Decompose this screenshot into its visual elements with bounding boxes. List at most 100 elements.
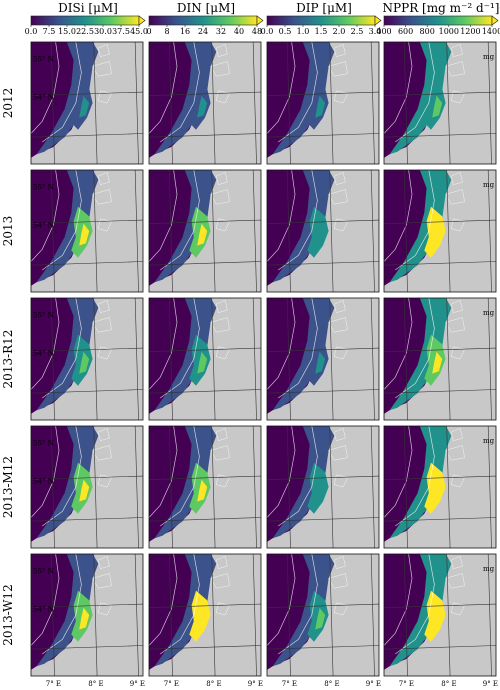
graticule-longitude [487, 42, 492, 164]
island [333, 556, 346, 569]
depth-contour [277, 298, 318, 399]
map-panel: 55° N 54° N [30, 553, 144, 677]
colorbar-tick-label: 600 [398, 27, 413, 36]
graticule-longitude [487, 426, 492, 548]
sea-midshore [154, 170, 217, 283]
graticule-longitude [286, 42, 291, 164]
graticule-latitude [149, 219, 261, 224]
side-unit-label: mg [483, 309, 495, 317]
graticule-latitude [384, 389, 496, 394]
island [97, 172, 110, 185]
colorbar-tick-label: 30.0 [94, 27, 112, 36]
map-panel [266, 425, 380, 549]
colorbar-extend-arrow [138, 15, 146, 26]
side-unit-label: mg [483, 565, 495, 573]
colorbar-disi [30, 15, 140, 26]
graticule-longitude [252, 42, 257, 164]
side-unit-label: mg [483, 53, 495, 61]
map-panel [148, 41, 262, 165]
island [97, 90, 112, 104]
latitude-label: 54° N [33, 93, 54, 101]
sea-plume-core [79, 607, 90, 630]
colorbar-tick-label: 0 [146, 27, 151, 36]
island [92, 61, 112, 77]
graticule-latitude [149, 645, 261, 650]
depth-contour [267, 554, 296, 646]
graticule-latitude [384, 133, 496, 138]
latitude-label: 55° N [33, 184, 54, 192]
depth-contour [31, 426, 60, 518]
graticule-longitude [211, 170, 216, 292]
sea-midshore [36, 426, 99, 539]
map-panel: 55° N 54° N [30, 41, 144, 165]
island [333, 90, 348, 104]
sea-midshore [36, 170, 99, 283]
graticule-longitude [93, 426, 98, 548]
sea-midshore [272, 170, 335, 283]
colorbar-tick-label: 0.5 [279, 27, 292, 36]
sea-midshore [272, 42, 335, 155]
graticule-latitude [267, 219, 379, 224]
graticule-longitude [93, 554, 98, 676]
sea-midshore [154, 426, 217, 539]
map-panel [148, 553, 262, 677]
depth-contour [394, 298, 435, 399]
island [97, 602, 112, 616]
graticule-longitude [446, 298, 451, 420]
island [450, 556, 463, 569]
row-label: 2013-W12 [1, 584, 15, 646]
depth-contour [384, 170, 413, 262]
graticule-latitude [31, 389, 143, 394]
longitude-labels: 7° E 8° E 9° E 7° E 8° E 9° E 7° E 8° E 9° E 7° E… [46, 680, 498, 688]
island [215, 172, 228, 185]
colorbar-tick-label: 32 [216, 27, 226, 36]
sea-plume-core [315, 607, 326, 630]
longitude-label: 8° E [88, 680, 103, 688]
row-label: 2013-M12 [1, 456, 15, 518]
island [215, 474, 230, 488]
colorbar-tick-label: 15.0 [58, 27, 76, 36]
island [450, 346, 465, 360]
graticule-latitude [31, 347, 143, 352]
longitude-label: 9° E [248, 680, 263, 688]
graticule-longitude [403, 170, 408, 292]
colorbar-var: DIN [177, 1, 206, 15]
graticule-longitude [252, 554, 257, 676]
sea-plume-core [79, 479, 90, 502]
colorbar-din [148, 15, 258, 26]
map-panel [266, 169, 380, 293]
depth-contour [267, 298, 296, 390]
depth-contour [384, 298, 413, 390]
map-panel [148, 169, 262, 293]
graticule-latitude [267, 133, 379, 138]
graticule-longitude [50, 426, 55, 548]
sea-plume-core [197, 351, 208, 374]
graticule-latitude [267, 347, 379, 352]
colorbar-dip [266, 15, 376, 26]
graticule-longitude [50, 298, 55, 420]
panel-frame [266, 41, 380, 165]
island [445, 189, 465, 205]
depth-contour [277, 42, 318, 143]
colorbar-nppr [383, 15, 493, 26]
sea-plume-core [432, 351, 443, 374]
graticule-longitude [370, 298, 375, 420]
longitude-label: 8° E [441, 680, 456, 688]
depth-contour [394, 42, 435, 143]
colorbar-tick-label: 1.5 [315, 27, 328, 36]
island [450, 602, 465, 616]
graticule-longitude [370, 554, 375, 676]
depth-contour [41, 298, 82, 399]
graticule-latitude [384, 91, 496, 96]
island [97, 428, 110, 441]
longitude-label: 9° E [366, 680, 381, 688]
sea-midshore [272, 554, 335, 667]
longitude-label: 9° E [483, 680, 498, 688]
island [328, 61, 348, 77]
colorbar-tick-label: 24 [198, 27, 208, 36]
graticule-latitude [31, 517, 143, 522]
colorbar-unit: [mg m⁻² d⁻¹] [422, 1, 499, 15]
graticule-longitude [403, 298, 408, 420]
longitude-label: 9° E [130, 680, 145, 688]
colorbar-tick-label: 1.0 [297, 27, 310, 36]
